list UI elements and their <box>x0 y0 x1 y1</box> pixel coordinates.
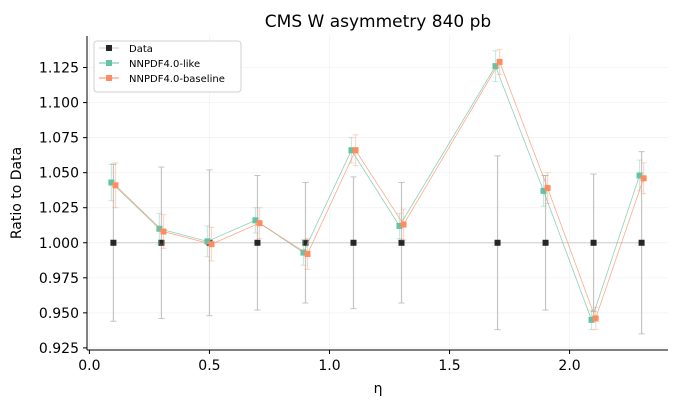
series-1-point-2 <box>204 238 211 245</box>
x-ticks: 0.0 0.5 1.0 1.5 2.0 <box>78 350 581 374</box>
chart-title: CMS W asymmetry 840 pb <box>265 12 491 32</box>
legend-marker-1 <box>106 60 112 66</box>
y-tick-label-6: 1.075 <box>39 131 79 147</box>
x-tick-label-4: 2.0 <box>558 358 580 374</box>
series-1-point-8 <box>540 187 547 194</box>
series-2-point-8 <box>544 185 551 192</box>
series-1-point-9 <box>588 316 595 323</box>
series-2-line <box>115 61 645 320</box>
series-0-point-4 <box>302 239 309 246</box>
x-tick-label-3: 1.5 <box>438 358 460 374</box>
series-1-line <box>111 65 640 322</box>
series-2-point-3 <box>256 220 263 227</box>
legend-box <box>93 40 242 93</box>
legend-marker-2 <box>106 75 112 81</box>
x-tick-label-1: 0.5 <box>198 358 220 374</box>
y-tick-label-7: 1.100 <box>39 96 79 112</box>
series-0-point-10 <box>638 239 645 246</box>
x-tick-label-2: 1.0 <box>318 358 340 374</box>
series-0-point-6 <box>398 239 405 246</box>
x-tick-label-0: 0.0 <box>78 358 100 374</box>
series-1-point-5 <box>348 147 355 154</box>
series-0-point-8 <box>542 239 549 246</box>
series-2 <box>112 48 647 331</box>
y-axis-label: Ratio to Data <box>9 147 25 239</box>
series-2-point-7 <box>496 58 503 65</box>
y-tick-label-2: 0.975 <box>39 271 79 287</box>
series-1-point-6 <box>396 222 403 229</box>
x-axis-label: η <box>374 381 383 397</box>
y-tick-label-4: 1.025 <box>39 201 79 217</box>
legend-marker-0 <box>106 45 112 51</box>
series-2-point-4 <box>304 250 311 257</box>
series-0-point-9 <box>590 239 597 246</box>
y-tick-label-8: 1.125 <box>39 61 79 77</box>
series-0-point-5 <box>350 239 357 246</box>
series-2-point-6 <box>400 221 407 228</box>
series-layer <box>108 48 647 335</box>
series-1-point-7 <box>492 63 499 70</box>
series-0 <box>110 151 645 335</box>
series-0-point-1 <box>158 239 165 246</box>
series-1-point-10 <box>636 172 643 179</box>
series-2-point-10 <box>640 175 647 182</box>
legend: Data NNPDF4.0-like NNPDF4.0-baseline <box>93 40 242 93</box>
y-tick-label-1: 0.950 <box>39 306 79 322</box>
series-2-point-0 <box>112 182 119 189</box>
series-0-point-0 <box>110 239 117 246</box>
legend-label-1: NNPDF4.0-like <box>129 59 200 70</box>
grid <box>87 36 668 350</box>
series-0-point-3 <box>254 239 261 246</box>
y-ticks: 0.925 0.950 0.975 1.000 1.025 1.050 1.075 1.100… <box>39 61 87 357</box>
series-1-point-4 <box>300 249 307 256</box>
y-tick-label-5: 1.050 <box>39 166 79 182</box>
y-tick-label-3: 1.000 <box>39 236 79 252</box>
series-1 <box>108 50 643 331</box>
series-2-point-2 <box>208 241 215 248</box>
y-tick-label-0: 0.925 <box>39 341 79 357</box>
series-2-point-1 <box>160 228 167 235</box>
legend-label-2: NNPDF4.0-baseline <box>129 74 225 85</box>
series-2-point-9 <box>592 315 599 322</box>
legend-label-0: Data <box>129 44 153 55</box>
series-2-point-5 <box>352 147 359 154</box>
series-1-point-1 <box>156 225 163 232</box>
series-0-point-7 <box>494 239 501 246</box>
series-1-point-3 <box>252 217 259 224</box>
series-1-point-0 <box>108 179 115 186</box>
